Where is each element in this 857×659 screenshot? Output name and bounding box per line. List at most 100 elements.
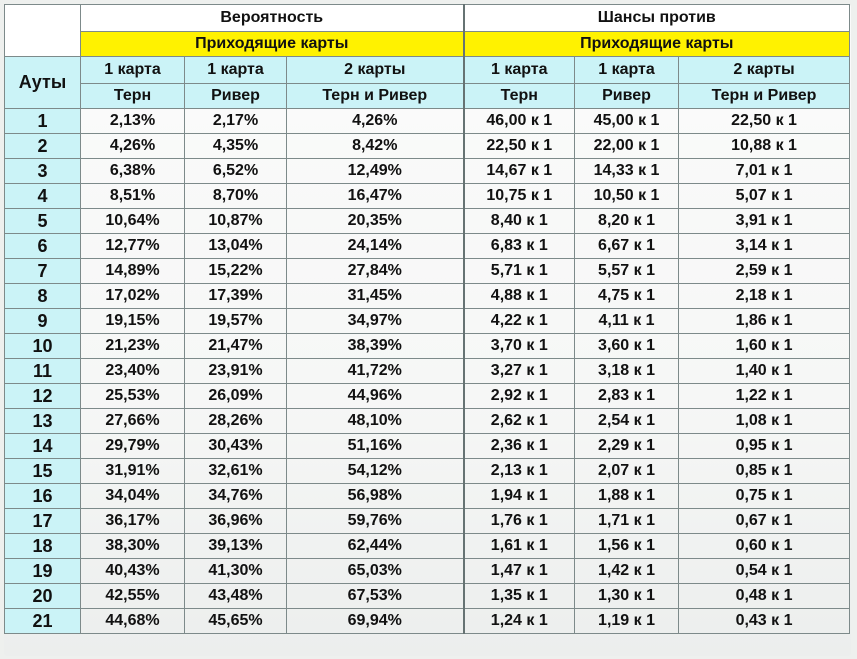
table-row: 9 19,15% 19,57% 34,97% 4,22 к 1 4,11 к 1 1,86 … (4, 308, 851, 334)
prob-turn-cell: 21,23% (80, 333, 185, 359)
odds-river-cell: 1,88 к 1 (574, 483, 680, 509)
prob-turn-river-cell: 16,47% (285, 183, 465, 209)
prob-turn-cell: 17,02% (80, 283, 185, 309)
odds-river-cell: 2,29 к 1 (574, 433, 680, 459)
odds-turn-river-cell: 3,91 к 1 (678, 208, 851, 234)
prob-turn-cell: 44,68% (80, 608, 185, 634)
table-row: 12 25,53% 26,09% 44,96% 2,92 к 1 2,83 к 1 1,22… (4, 383, 851, 409)
prob-river-header: Ривер (184, 83, 287, 109)
prob-turn-river-cell: 41,72% (285, 358, 465, 384)
outs-cell: 10 (4, 333, 81, 359)
table-row: 14 29,79% 30,43% 51,16% 2,36 к 1 2,29 к 1 0,95… (4, 433, 851, 459)
table-row: 15 31,91% 32,61% 54,12% 2,13 к 1 2,07 к 1 0,85… (4, 458, 851, 484)
odds-turn-cell: 14,67 к 1 (463, 158, 576, 184)
outs-cell: 11 (4, 358, 81, 384)
table-row: 3 6,38% 6,52% 12,49% 14,67 к 1 14,33 к 1 7,01 … (4, 158, 851, 184)
prob-both-cards-header: 2 карты (285, 56, 465, 84)
odds-turn-river-cell: 0,48 к 1 (678, 583, 851, 609)
odds-turn-cell: 10,75 к 1 (463, 183, 576, 209)
probability-incoming-label: Приходящие карты (79, 31, 465, 57)
table-row: 20 42,55% 43,48% 67,53% 1,35 к 1 1,30 к 1 0,48… (4, 583, 851, 609)
table-row: 13 27,66% 28,26% 48,10% 2,62 к 1 2,54 к 1 1,08… (4, 408, 851, 434)
outs-cell: 13 (4, 408, 81, 434)
outs-cell: 4 (4, 183, 81, 209)
odds-turn-cell: 3,70 к 1 (463, 333, 576, 359)
outs-odds-table-container: Вероятность Шансы против Приходящие карт… (4, 4, 851, 656)
prob-turn-cell: 19,15% (80, 308, 185, 334)
header-corner (4, 4, 81, 57)
odds-turn-river-cell: 5,07 к 1 (678, 183, 851, 209)
odds-turn-cell: 46,00 к 1 (463, 108, 576, 134)
prob-river-cell: 2,17% (184, 108, 287, 134)
odds-river-cell: 22,00 к 1 (574, 133, 680, 159)
odds-turn-river-cell: 1,08 к 1 (678, 408, 851, 434)
odds-river-cell: 4,75 к 1 (574, 283, 680, 309)
prob-turn-river-cell: 4,26% (285, 108, 465, 134)
prob-turn-cell: 34,04% (80, 483, 185, 509)
outs-cell: 8 (4, 283, 81, 309)
prob-river-cell: 13,04% (184, 233, 287, 259)
outs-cell: 3 (4, 158, 81, 184)
prob-turn-river-cell: 54,12% (285, 458, 465, 484)
outs-cell: 20 (4, 583, 81, 609)
header-row-streets: Терн Ривер Терн и Ривер Терн Ривер Терн … (5, 83, 851, 109)
prob-river-cell: 17,39% (184, 283, 287, 309)
table-row: 16 34,04% 34,76% 56,98% 1,94 к 1 1,88 к 1 0,75… (4, 483, 851, 509)
odds-river-cell: 5,57 к 1 (574, 258, 680, 284)
prob-turn-cell: 29,79% (80, 433, 185, 459)
prob-river-cell: 45,65% (184, 608, 287, 634)
odds-turn-cell: 2,62 к 1 (463, 408, 576, 434)
prob-turn-cell: 27,66% (80, 408, 185, 434)
odds-river-cell: 8,20 к 1 (574, 208, 680, 234)
odds-river-cell: 1,42 к 1 (574, 558, 680, 584)
odds-turn-river-cell: 0,54 к 1 (678, 558, 851, 584)
odds-turn-river-cell: 1,86 к 1 (678, 308, 851, 334)
prob-turn-cell: 4,26% (80, 133, 185, 159)
odds-turn-river-cell: 7,01 к 1 (678, 158, 851, 184)
prob-turn-river-cell: 8,42% (285, 133, 465, 159)
prob-turn-cell: 40,43% (80, 558, 185, 584)
prob-turn-river-cell: 62,44% (285, 533, 465, 559)
prob-turn-cell: 38,30% (80, 533, 185, 559)
table-row: 2 4,26% 4,35% 8,42% 22,50 к 1 22,00 к 1 10,88 … (4, 133, 851, 159)
odds-turn-river-cell: 3,14 к 1 (678, 233, 851, 259)
prob-river-cell: 6,52% (184, 158, 287, 184)
table-row: 7 14,89% 15,22% 27,84% 5,71 к 1 5,57 к 1 2,59 … (4, 258, 851, 284)
prob-turn-river-cell: 27,84% (285, 258, 465, 284)
prob-turn-cell: 2,13% (80, 108, 185, 134)
prob-turn-river-cell: 65,03% (285, 558, 465, 584)
odds-turn-cards-header: 1 карта (463, 56, 576, 84)
table-row: 4 8,51% 8,70% 16,47% 10,75 к 1 10,50 к 1 5,07 … (4, 183, 851, 209)
odds-turn-river-cell: 0,85 к 1 (678, 458, 851, 484)
odds-turn-cell: 4,22 к 1 (463, 308, 576, 334)
table-row: 11 23,40% 23,91% 41,72% 3,27 к 1 3,18 к 1 1,40… (4, 358, 851, 384)
odds-turn-cell: 2,92 к 1 (463, 383, 576, 409)
outs-cell: 15 (4, 458, 81, 484)
odds-turn-river-cell: 0,95 к 1 (678, 433, 851, 459)
odds-turn-river-cell: 0,67 к 1 (678, 508, 851, 534)
odds-turn-cell: 2,13 к 1 (463, 458, 576, 484)
odds-river-cell: 2,54 к 1 (574, 408, 680, 434)
odds-turn-river-cell: 2,59 к 1 (678, 258, 851, 284)
table-row: 6 12,77% 13,04% 24,14% 6,83 к 1 6,67 к 1 3,14 … (4, 233, 851, 259)
prob-river-cell: 41,30% (184, 558, 287, 584)
table-row: 18 38,30% 39,13% 62,44% 1,61 к 1 1,56 к 1 0,60… (4, 533, 851, 559)
prob-turn-river-cell: 44,96% (285, 383, 465, 409)
outs-cell: 2 (4, 133, 81, 159)
header-row-groups: Вероятность Шансы против (4, 4, 851, 57)
prob-river-cell: 4,35% (184, 133, 287, 159)
odds-turn-river-cell: 0,75 к 1 (678, 483, 851, 509)
outs-cell: 18 (4, 533, 81, 559)
prob-turn-cell: 31,91% (80, 458, 185, 484)
prob-river-cell: 23,91% (184, 358, 287, 384)
prob-river-cell: 34,76% (184, 483, 287, 509)
odds-both-cards-header: 2 карты (678, 56, 851, 84)
outs-cell: 12 (4, 383, 81, 409)
odds-river-cell: 2,83 к 1 (574, 383, 680, 409)
table-row: 17 36,17% 36,96% 59,76% 1,76 к 1 1,71 к 1 0,67… (4, 508, 851, 534)
prob-river-cell: 32,61% (184, 458, 287, 484)
prob-river-cell: 28,26% (184, 408, 287, 434)
outs-cell: 19 (4, 558, 81, 584)
outs-odds-table: Вероятность Шансы против Приходящие карт… (4, 4, 851, 634)
outs-cell: 1 (4, 108, 81, 134)
